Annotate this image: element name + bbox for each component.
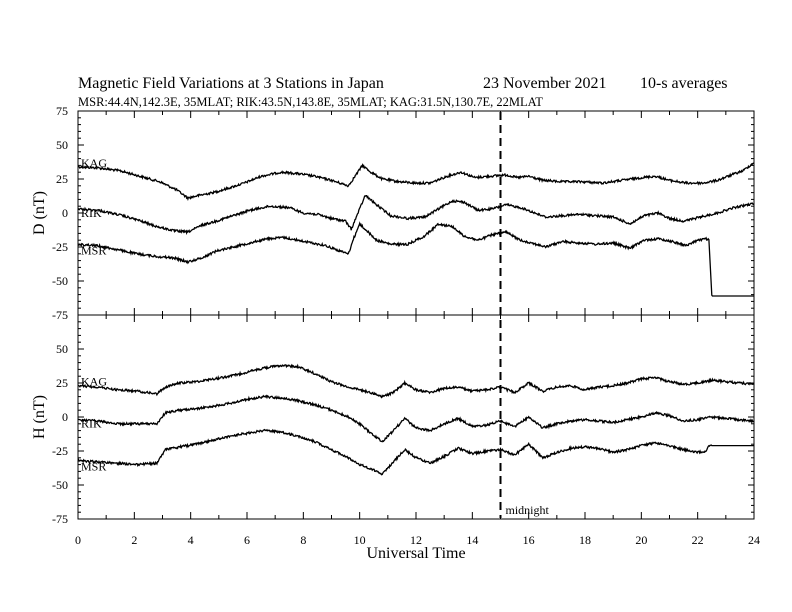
- x-tick-label: 4: [188, 533, 194, 547]
- series-line-rik: [77, 394, 755, 443]
- x-tick-label: 8: [300, 533, 306, 547]
- x-tick-label: 0: [75, 533, 81, 547]
- chart-title: Magnetic Field Variations at 3 Stations …: [78, 75, 384, 92]
- x-tick-label: 14: [466, 533, 478, 547]
- chart-date: 23 November 2021: [483, 75, 607, 92]
- midnight-label: midnight: [506, 503, 550, 517]
- y-tick-label: -25: [52, 444, 68, 458]
- y-tick-label: 25: [56, 172, 68, 186]
- d-panel: 75 50 25 0 -25 -50 -75 D (nT) KAG RIK MSR: [31, 104, 755, 322]
- series-label-kag: KAG: [81, 375, 107, 389]
- y-tick-label: -50: [52, 478, 68, 492]
- series-line-rik: [77, 194, 755, 236]
- series-label-rik: RIK: [81, 417, 102, 431]
- y-tick-label: 0: [62, 410, 68, 424]
- chart-stations-line: MSR:44.4N,142.3E, 35MLAT; RIK:43.5N,143.…: [78, 95, 543, 109]
- x-tick-label: 10: [354, 533, 366, 547]
- y-axis-label: H (nT): [31, 395, 48, 439]
- series-label-msr: MSR: [81, 460, 106, 474]
- y-tick-label: 75: [56, 104, 68, 118]
- x-tick-label: 20: [635, 533, 647, 547]
- x-axis-label: Universal Time: [366, 545, 465, 562]
- x-tick-label: 22: [692, 533, 704, 547]
- x-tick-label: 12: [410, 533, 422, 547]
- y-tick-label: -75: [52, 308, 68, 322]
- y-tick-label: -75: [52, 512, 68, 526]
- x-tick-label: 16: [523, 533, 535, 547]
- y-tick-label: 25: [56, 376, 68, 390]
- series-label-rik: RIK: [81, 206, 102, 220]
- series-label-kag: KAG: [81, 156, 107, 170]
- x-tick-label: 24: [748, 533, 760, 547]
- x-tick-label: 18: [579, 533, 591, 547]
- series-line-msr: [77, 428, 754, 476]
- x-tick-label: 6: [244, 533, 250, 547]
- y-tick-label: -25: [52, 240, 68, 254]
- series-line-kag: [77, 162, 755, 202]
- y-tick-label: 0: [62, 206, 68, 220]
- series-label-msr: MSR: [81, 243, 106, 257]
- y-axis-label: D (nT): [31, 191, 48, 235]
- y-tick-label: -50: [52, 274, 68, 288]
- y-tick-label: 50: [56, 342, 68, 356]
- series-line-kag: [77, 363, 755, 399]
- chart-averaging: 10-s averages: [640, 75, 728, 92]
- series-line-msr: [77, 221, 754, 297]
- x-tick-label: 2: [131, 533, 137, 547]
- plot-frame: [77, 314, 755, 520]
- y-tick-label: 50: [56, 138, 68, 152]
